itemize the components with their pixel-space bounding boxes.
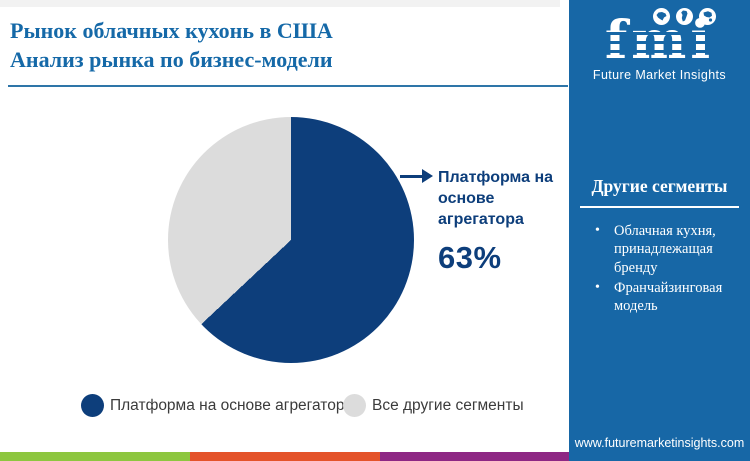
footer-stripe <box>0 452 569 461</box>
fmi-logo: fmi Future Market Insights <box>569 6 750 96</box>
top-fade-band <box>0 0 560 7</box>
footer-stripe-segment <box>0 452 190 461</box>
sidebar-segment-item: Облачная кухня, принадлежащая бренду <box>595 222 723 277</box>
footer-stripe-segment <box>380 452 569 461</box>
page-title-line1: Рынок облачных кухонь в США <box>10 18 333 43</box>
legend-item-aggregator: Платформа на основе агрегатора <box>81 394 353 417</box>
sidebar-segment-list: Облачная кухня, принадлежащая бренду Фра… <box>595 222 723 317</box>
logo-stripe <box>591 41 729 44</box>
logo-stripe <box>591 32 729 35</box>
legend-swatch <box>81 394 104 417</box>
globe-europe-africa-icon <box>676 8 693 25</box>
legend-item-others: Все другие сегменты <box>343 394 524 417</box>
globe-asia-icon <box>699 8 716 25</box>
legend-label: Все другие сегменты <box>372 396 524 414</box>
sidebar-heading-divider <box>580 206 739 208</box>
logo-tagline: Future Market Insights <box>592 68 727 82</box>
legend-swatch <box>343 394 366 417</box>
sidebar: fmi Future Market Insights Другие сегмен… <box>569 0 750 461</box>
pie-callout-value: 63% <box>438 240 502 276</box>
page-title: Рынок облачных кухонь в США Анализ рынка… <box>10 16 550 74</box>
callout-arrow-line <box>400 175 424 178</box>
callout-arrow-icon <box>422 169 433 183</box>
logo-stripe <box>591 50 729 53</box>
footer-stripe-segment <box>190 452 380 461</box>
logo-globes <box>653 8 716 25</box>
logo-stripe <box>591 59 729 62</box>
pie-callout: Платформа на основе агрегатора 63% <box>438 167 558 276</box>
pie-chart <box>168 117 414 363</box>
sidebar-segment-item: Франчайзинговая модель <box>595 279 723 316</box>
page-title-line2: Анализ рынка по бизнес-модели <box>10 47 333 73</box>
website-link[interactable]: www.futuremarketinsights.com <box>574 436 745 450</box>
sidebar-heading: Другие сегменты <box>591 176 728 196</box>
legend-label: Платформа на основе агрегатора <box>110 396 354 414</box>
title-divider <box>8 85 568 87</box>
globe-americas-icon <box>653 8 670 25</box>
pie-callout-label: Платформа на основе агрегатора <box>438 169 554 229</box>
